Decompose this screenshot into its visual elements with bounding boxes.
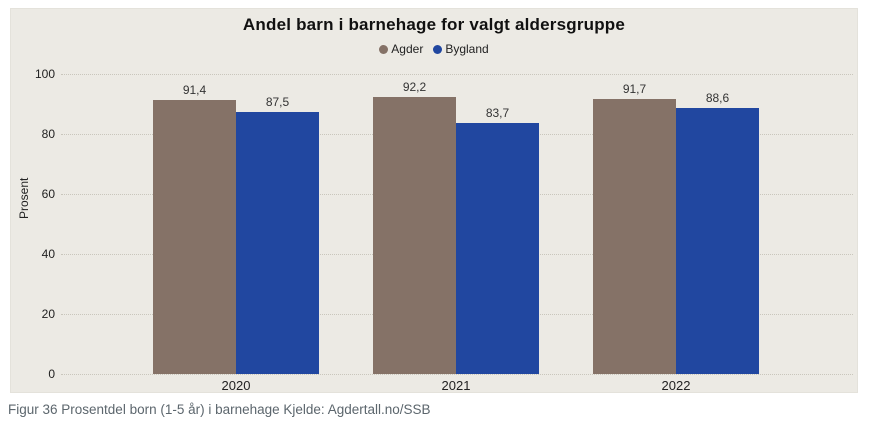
legend-item-agder[interactable]: Agder xyxy=(379,42,423,56)
chart-panel: Andel barn i barnehage for valgt aldersg… xyxy=(10,8,858,393)
x-category-label-2020: 2020 xyxy=(221,378,251,393)
gridline-0 xyxy=(61,374,853,375)
chart-legend: Agder Bygland xyxy=(11,42,857,56)
value-label-agder-2022: 91,7 xyxy=(622,81,647,96)
y-tick-label-80: 80 xyxy=(41,127,55,141)
legend-label: Agder xyxy=(391,42,424,56)
plot-area: 0 20 40 60 80 100 91,4 87,5 2020 92,2 83,7 2021 91,7… xyxy=(35,67,853,393)
value-label-bygland-2022: 88,6 xyxy=(705,91,730,106)
legend-label: Bygland xyxy=(445,42,489,56)
legend-marker-icon xyxy=(433,44,443,54)
bar-bygland-2022[interactable] xyxy=(676,108,759,374)
value-label-agder-2020: 91,4 xyxy=(182,82,207,97)
y-tick-label-100: 100 xyxy=(34,67,55,81)
gridline-100 xyxy=(61,74,853,75)
value-label-agder-2021: 92,2 xyxy=(402,80,427,95)
y-tick-label-0: 0 xyxy=(48,367,55,381)
figure-caption: Figur 36 Prosentdel born (1-5 år) i barn… xyxy=(8,402,431,417)
y-tick-label-20: 20 xyxy=(41,307,55,321)
legend-item-bygland[interactable]: Bygland xyxy=(433,42,489,56)
bar-bygland-2020[interactable] xyxy=(236,111,319,374)
x-category-label-2022: 2022 xyxy=(661,378,691,393)
y-tick-label-40: 40 xyxy=(41,247,55,261)
value-label-bygland-2021: 83,7 xyxy=(485,105,510,120)
bar-agder-2022[interactable] xyxy=(593,98,676,374)
chart-title: Andel barn i barnehage for valgt aldersg… xyxy=(242,15,626,34)
bar-agder-2020[interactable] xyxy=(153,99,236,374)
value-label-bygland-2020: 87,5 xyxy=(265,94,290,109)
y-tick-label-60: 60 xyxy=(41,187,55,201)
x-category-label-2021: 2021 xyxy=(441,378,471,393)
legend-marker-icon xyxy=(379,44,389,54)
bar-bygland-2021[interactable] xyxy=(456,122,539,374)
bar-agder-2021[interactable] xyxy=(373,97,456,374)
